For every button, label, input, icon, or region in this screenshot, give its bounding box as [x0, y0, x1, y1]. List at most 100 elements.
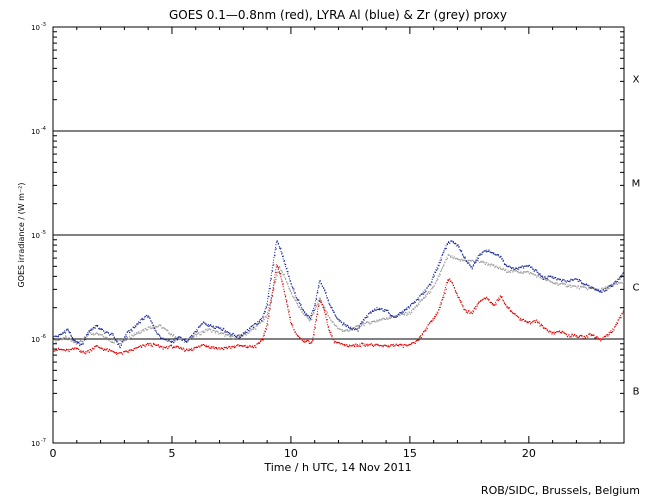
- series-point: [264, 331, 266, 333]
- series-point: [565, 281, 567, 283]
- series-point: [412, 302, 414, 304]
- series-point: [135, 326, 137, 328]
- series-point: [239, 345, 241, 347]
- series-point: [600, 340, 602, 342]
- series-point: [99, 328, 101, 330]
- series-point: [371, 344, 373, 347]
- series-point: [175, 345, 177, 347]
- series-point: [110, 333, 112, 336]
- series-point: [499, 298, 501, 300]
- series-point: [314, 327, 316, 329]
- series-point: [537, 274, 539, 277]
- series-point: [311, 319, 313, 321]
- series-point: [212, 326, 214, 328]
- series-point: [169, 334, 171, 336]
- series-point: [114, 339, 117, 341]
- series-point: [506, 271, 508, 273]
- series-point: [608, 334, 610, 336]
- series-point: [524, 265, 526, 267]
- series-point: [220, 332, 222, 334]
- series-point: [568, 280, 570, 283]
- series-point: [365, 344, 368, 346]
- series-point: [480, 261, 482, 263]
- series-point: [313, 312, 315, 314]
- series-point: [565, 286, 567, 288]
- series-point: [160, 345, 162, 347]
- series-point: [345, 344, 347, 346]
- series-point: [457, 258, 459, 260]
- series-point: [358, 327, 360, 329]
- series-point: [425, 330, 427, 332]
- series-point: [255, 346, 257, 349]
- series-point: [345, 325, 347, 328]
- series-point: [583, 286, 585, 288]
- series-point: [533, 270, 535, 272]
- series-point: [346, 324, 348, 326]
- series-point: [250, 346, 252, 348]
- series-point: [419, 336, 421, 338]
- series-point: [538, 321, 540, 323]
- series-point: [509, 310, 511, 312]
- series-point: [421, 334, 423, 336]
- series-point: [225, 331, 227, 333]
- series-point: [99, 333, 101, 335]
- series-point: [332, 310, 334, 312]
- series-point: [294, 299, 296, 301]
- series-point: [249, 344, 251, 347]
- series-point: [515, 314, 517, 317]
- series-point: [452, 242, 454, 244]
- series-point: [194, 330, 196, 333]
- series-point: [399, 312, 401, 314]
- series-point: [162, 337, 164, 339]
- series-point: [612, 284, 614, 286]
- series-point: [487, 264, 489, 266]
- series-point: [80, 343, 82, 345]
- series-point: [423, 297, 425, 299]
- series-point: [301, 311, 303, 313]
- series-point: [511, 269, 513, 271]
- series-point: [298, 335, 300, 337]
- series-point: [130, 337, 132, 339]
- series-point: [433, 285, 435, 287]
- series-point: [141, 346, 143, 348]
- series-point: [522, 272, 525, 274]
- series-point: [138, 322, 140, 324]
- series-point: [344, 324, 346, 326]
- series-point: [489, 251, 491, 253]
- series-point: [339, 343, 341, 345]
- series-point: [112, 351, 114, 353]
- series-point: [186, 348, 188, 350]
- series-point: [286, 267, 288, 269]
- series-point: [359, 323, 362, 325]
- series-point: [555, 332, 557, 334]
- series-point: [606, 289, 608, 291]
- series-point: [374, 321, 376, 323]
- series-point: [421, 293, 423, 295]
- series-point: [66, 329, 68, 331]
- series-point: [224, 331, 226, 333]
- series-point: [488, 249, 490, 251]
- series-point: [296, 334, 299, 336]
- series-point: [233, 347, 235, 349]
- series-point: [331, 321, 333, 323]
- series-point: [440, 303, 442, 305]
- series-point: [528, 264, 530, 266]
- series-point: [559, 283, 561, 285]
- series-point: [593, 334, 595, 336]
- series-point: [237, 334, 239, 336]
- series-point: [174, 337, 176, 339]
- series-point: [61, 339, 63, 341]
- series-point: [120, 344, 122, 346]
- series-point: [118, 343, 120, 345]
- series-point: [467, 261, 469, 263]
- series-point: [221, 347, 224, 349]
- series-point: [495, 254, 497, 256]
- series-point: [292, 286, 294, 288]
- series-point: [494, 304, 496, 306]
- series-point: [137, 332, 139, 334]
- series-point: [546, 329, 548, 332]
- series-point: [275, 278, 277, 280]
- y-tick-exponent: -5: [41, 230, 46, 236]
- series-point: [288, 275, 290, 277]
- series-point: [157, 333, 159, 335]
